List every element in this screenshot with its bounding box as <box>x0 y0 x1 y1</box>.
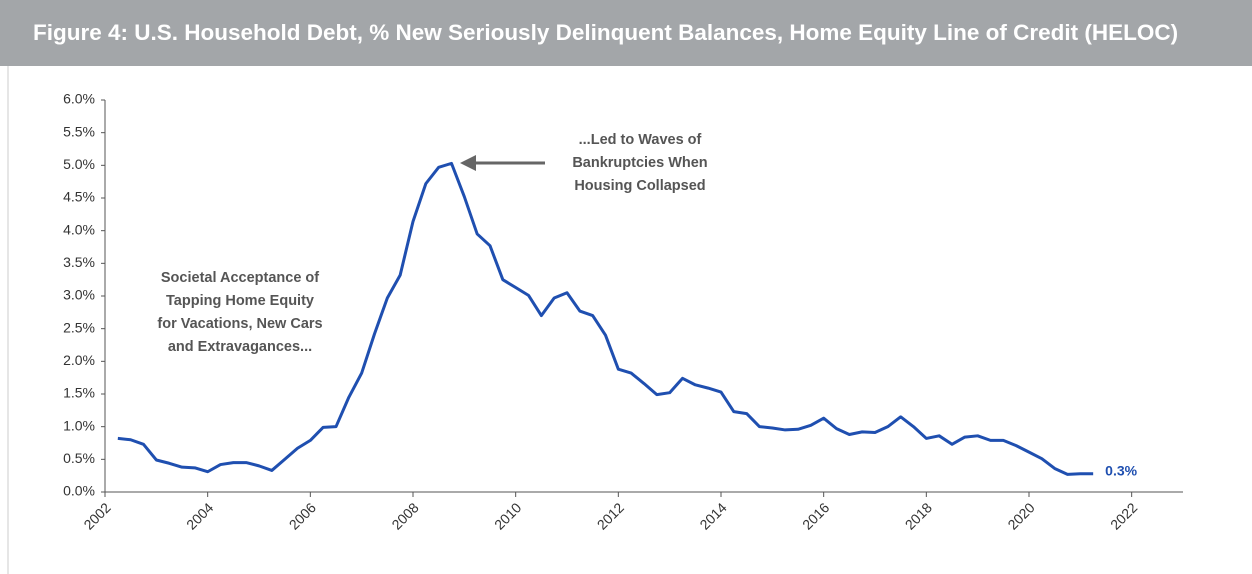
y-tick-label: 4.0% <box>63 221 95 237</box>
annotation: Bankruptcies When <box>572 155 707 171</box>
x-tick-label: 2012 <box>594 499 627 532</box>
y-tick-label: 2.5% <box>63 319 95 335</box>
y-tick-label: 6.0% <box>63 91 95 107</box>
x-tick-label: 2004 <box>183 499 216 532</box>
annotation: Societal Acceptance of <box>161 270 319 286</box>
annotation-arrow <box>460 155 545 171</box>
y-tick-label: 5.0% <box>63 156 95 172</box>
data-line <box>117 161 1094 476</box>
y-tick-label: 1.5% <box>63 385 95 401</box>
x-tick-label: 2006 <box>286 499 319 532</box>
chart-title: Figure 4: U.S. Household Debt, % New Ser… <box>0 0 1252 66</box>
y-tick-label: 5.5% <box>63 123 95 139</box>
x-tick-label: 2022 <box>1107 499 1140 532</box>
x-tick-label: 2008 <box>388 499 421 532</box>
end-label: 0.3% <box>1105 462 1137 478</box>
x-tick-label: 2018 <box>902 499 935 532</box>
y-tick-label: 1.0% <box>63 417 95 433</box>
annotation: and Extravagances... <box>168 339 312 355</box>
y-tick-label: 3.0% <box>63 287 95 303</box>
y-tick-label: 4.5% <box>63 189 95 205</box>
annotation: Tapping Home Equity <box>166 293 314 309</box>
annotation: Housing Collapsed <box>574 178 705 194</box>
y-tick-label: 0.5% <box>63 450 95 466</box>
annotation: for Vacations, New Cars <box>157 316 322 332</box>
x-tick-label: 2002 <box>80 499 113 532</box>
y-tick-label: 3.5% <box>63 254 95 270</box>
annotation: ...Led to Waves of <box>579 132 702 148</box>
y-tick-label: 0.0% <box>63 483 95 499</box>
x-tick-label: 2020 <box>1004 499 1037 532</box>
x-tick-label: 2010 <box>491 499 524 532</box>
y-tick-label: 2.0% <box>63 352 95 368</box>
x-tick-label: 2014 <box>696 499 729 532</box>
x-tick-label: 2016 <box>799 499 832 532</box>
